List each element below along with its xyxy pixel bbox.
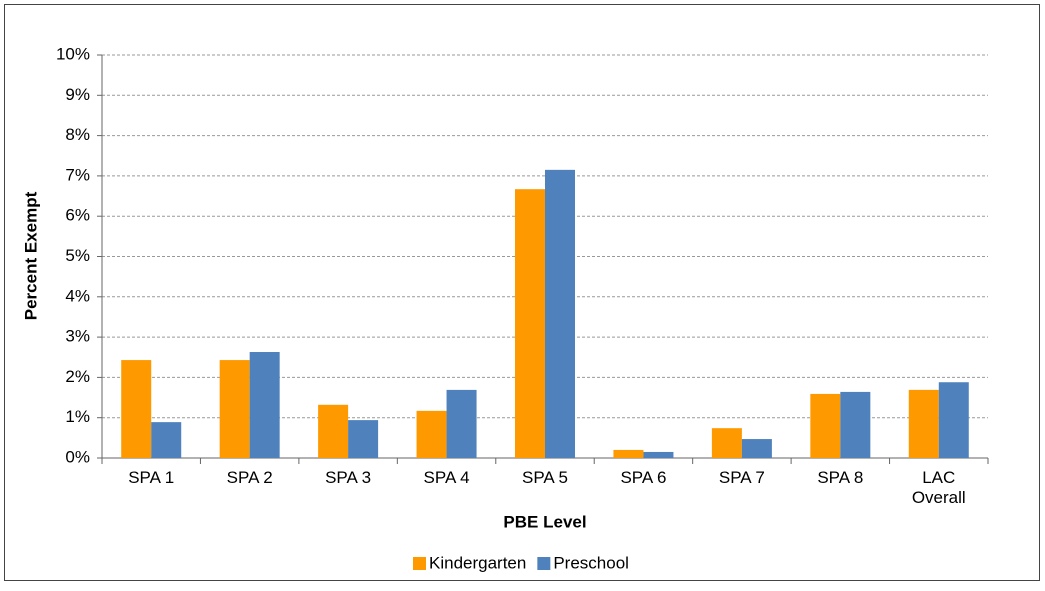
bar [348, 420, 379, 458]
x-tick-label-box: SPA 8 [817, 468, 864, 487]
bar [151, 422, 182, 458]
y-tick-label: 3% [65, 327, 90, 346]
legend-label: Kindergarten [429, 553, 526, 572]
bar [908, 389, 939, 458]
x-tick-label: LAC Overall [911, 468, 966, 507]
x-tick-label-box: SPA 3 [325, 468, 372, 487]
bar [446, 389, 477, 458]
y-axis-title: Percent Exempt [21, 191, 40, 320]
x-tick-label: SPA 5 [521, 468, 568, 487]
y-tick-label: 4% [65, 286, 90, 305]
bar [741, 439, 772, 458]
x-tick-label-box: SPA 2 [226, 468, 273, 487]
x-tick-label-box: LAC Overall [911, 468, 966, 507]
x-tick-label-box: SPA 7 [718, 468, 765, 487]
x-tick-label-box: SPA 5 [521, 468, 568, 487]
x-tick-label: SPA 1 [128, 468, 175, 487]
y-tick-label: 7% [65, 165, 90, 184]
bar [938, 382, 969, 458]
bar [810, 393, 841, 458]
bar [643, 451, 674, 458]
x-tick-label-box: SPA 4 [423, 468, 470, 487]
y-tick-label: 0% [65, 447, 90, 466]
x-tick-label: SPA 8 [817, 468, 864, 487]
bar [416, 410, 447, 458]
y-tick-label: 10% [56, 44, 90, 63]
y-tick-label: 2% [65, 367, 90, 386]
bar [121, 360, 152, 458]
bar [613, 449, 644, 458]
y-tick-label: 5% [65, 246, 90, 265]
x-tick-label: SPA 7 [718, 468, 765, 487]
legend-label: Preschool [553, 553, 629, 572]
y-tick-label: 9% [65, 85, 90, 104]
bar [219, 360, 250, 458]
bar [318, 404, 349, 458]
bar [545, 169, 575, 459]
x-axis-title: PBE Level [503, 512, 586, 531]
y-tick-label: 1% [65, 407, 90, 426]
legend-swatch [537, 557, 551, 570]
x-tick-label: SPA 2 [226, 468, 273, 487]
legend-swatch [413, 557, 426, 570]
x-tick-label: SPA 3 [325, 468, 372, 487]
bar [249, 352, 280, 458]
x-tick-label-box: SPA 1 [128, 468, 175, 487]
x-tick-label: SPA 6 [620, 468, 667, 487]
y-tick-label: 8% [65, 125, 90, 144]
bar [840, 391, 871, 458]
bar [711, 428, 742, 458]
x-tick-label: SPA 4 [423, 468, 470, 487]
y-tick-label: 6% [65, 206, 90, 225]
x-tick-label-box: SPA 6 [620, 468, 667, 487]
bar [515, 189, 545, 458]
